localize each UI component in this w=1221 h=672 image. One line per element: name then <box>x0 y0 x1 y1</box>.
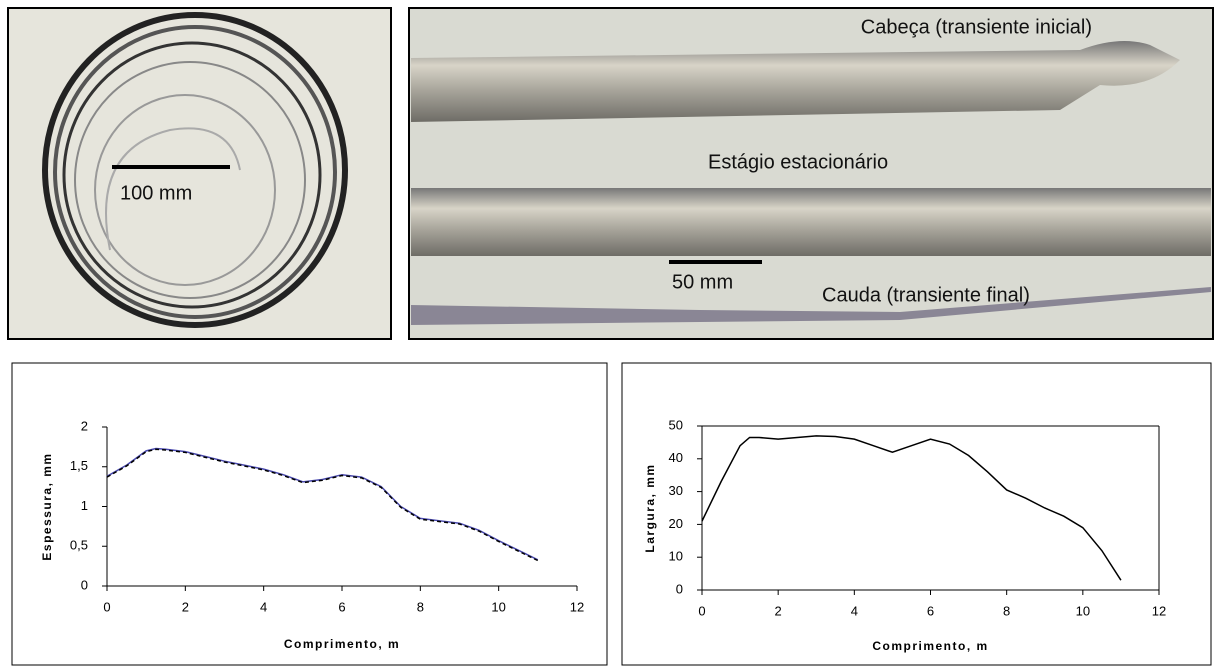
x-tick-label: 10 <box>491 599 505 614</box>
scale-label: 100 mm <box>120 182 192 204</box>
y-tick-label: 40 <box>669 450 683 465</box>
x-tick-label: 8 <box>417 599 424 614</box>
line <box>107 449 538 560</box>
y-tick-label: 1 <box>81 498 88 513</box>
coil-photo: 100 mm <box>8 8 391 339</box>
y-tick-label: 2 <box>81 418 88 433</box>
x-tick-label: 12 <box>1152 603 1166 618</box>
strip-photo: Cabeça (transiente inicial) Estágio esta… <box>409 8 1213 339</box>
x-tick-label: 6 <box>338 599 345 614</box>
x-tick-label: 2 <box>775 603 782 618</box>
y-tick-label: 0 <box>81 577 88 592</box>
x-tick-label: 0 <box>103 599 110 614</box>
x-tick-label: 10 <box>1076 603 1090 618</box>
line <box>702 436 1121 580</box>
y-axis-title: Espessura, mm <box>40 452 54 560</box>
x-tick-label: 0 <box>698 603 705 618</box>
head-label: Cabeça (transiente inicial) <box>861 16 1092 38</box>
x-tick-label: 12 <box>570 599 584 614</box>
x-tick-label: 4 <box>260 599 267 614</box>
x-tick-label: 4 <box>851 603 858 618</box>
x-tick-label: 8 <box>1003 603 1010 618</box>
chart-border <box>12 363 607 665</box>
y-axis-title: Largura, mm <box>643 463 657 552</box>
tail-label: Cauda (transiente final) <box>822 284 1030 306</box>
y-tick-label: 20 <box>669 516 683 531</box>
y-tick-label: 0,5 <box>70 538 88 553</box>
x-tick-label: 6 <box>927 603 934 618</box>
scale-label: 50 mm <box>672 271 733 293</box>
steady-label: Estágio estacionário <box>708 151 888 173</box>
y-tick-label: 0 <box>676 581 683 596</box>
y-tick-label: 10 <box>669 549 683 564</box>
x-axis-title: Comprimento, m <box>872 639 988 653</box>
line <box>107 448 538 559</box>
x-axis-title: Comprimento, m <box>284 637 400 651</box>
y-tick-label: 50 <box>669 417 683 432</box>
y-tick-label: 30 <box>669 483 683 498</box>
chart-border <box>622 363 1211 665</box>
x-tick-label: 2 <box>182 599 189 614</box>
y-tick-label: 1,5 <box>70 458 88 473</box>
figure: 100 mm Cabeça (transiente inicial) Estág… <box>0 0 1221 667</box>
